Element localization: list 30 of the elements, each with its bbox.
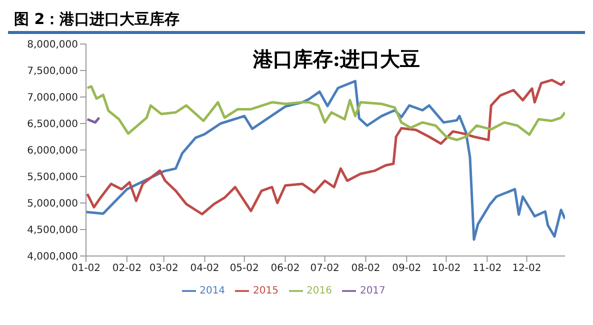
line-series <box>86 78 565 216</box>
y-tick-label: 4,000,000 <box>27 252 78 263</box>
legend-label: 2014 <box>200 286 226 297</box>
x-tick-label: 05-02 <box>230 263 259 274</box>
x-tick-label: 04-02 <box>190 263 220 274</box>
x-tick-label: 02-02 <box>112 263 142 274</box>
chart-title: 图 2：港口进口大豆库存 <box>8 8 585 34</box>
y-tick-label: 4,500,000 <box>27 225 78 236</box>
line-series <box>86 85 565 142</box>
x-tick-label: 09-02 <box>392 263 422 274</box>
chart-subtitle: 港口库存:进口大豆 <box>252 47 420 71</box>
x-tick-label: 12-02 <box>512 263 542 274</box>
y-tick-label: 8,000,000 <box>27 40 78 51</box>
y-tick-label: 5,000,000 <box>27 198 78 210</box>
y-tick-label: 6,000,000 <box>27 146 78 157</box>
x-tick-label: 03-02 <box>149 263 178 274</box>
legend-label: 2015 <box>253 286 278 297</box>
y-tick-label: 7,500,000 <box>27 66 78 78</box>
y-tick-label: 7,000,000 <box>27 92 78 104</box>
y-tick-label: 6,500,000 <box>27 119 78 130</box>
x-tick-label: 07-02 <box>310 263 340 274</box>
x-tick-label: 06-02 <box>270 263 300 274</box>
x-tick-label: 08-02 <box>351 263 380 274</box>
legend-label: 2016 <box>306 286 332 297</box>
x-tick-label: 11-02 <box>472 263 502 274</box>
x-tick-label: 10-02 <box>432 263 461 274</box>
line-series <box>86 80 565 241</box>
legend-label: 2017 <box>360 286 386 297</box>
y-tick-label: 5,500,000 <box>27 172 78 184</box>
x-tick-label: 01-02 <box>71 263 101 274</box>
